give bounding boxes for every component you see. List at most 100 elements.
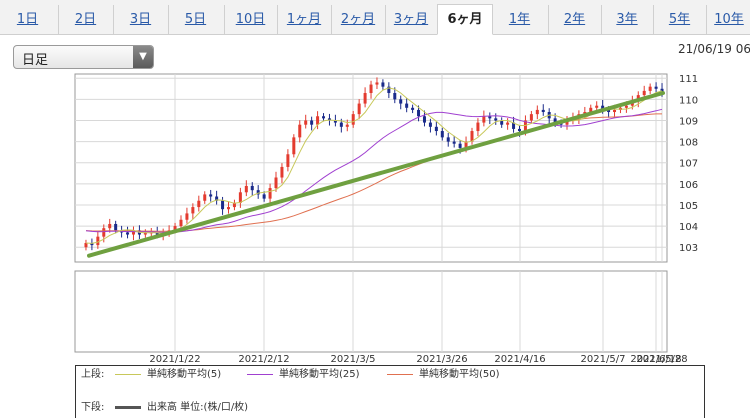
candle-body (458, 143, 462, 148)
period-tabs: 1日 2日 3日 5日 10日 1ヶ月 2ヶ月 3ヶ月 6ヶ月 1年 2年 3年 5年 10年 (0, 0, 750, 35)
candle-body (411, 107, 415, 110)
legend-lower-label: 下段: (81, 402, 105, 413)
candle-body (595, 105, 599, 108)
legend-ma25-swatch (247, 373, 273, 375)
x-tick-label: 2021/2/12 (238, 354, 289, 365)
chevron-down-icon[interactable]: ▼ (133, 46, 153, 68)
candle-body (316, 116, 320, 125)
candle-body (529, 114, 533, 121)
legend-upper-row: 上段: 単純移動平均(5) 単純移動平均(25) 単純移動平均(50) (81, 368, 681, 382)
candle-body (363, 93, 367, 104)
x-tick-label: 2021/3/26 (416, 354, 467, 365)
y-tick-label: 108 (679, 138, 698, 149)
candle-body (405, 103, 409, 108)
tab-10[interactable]: 1年 (508, 12, 531, 27)
legend-ma50: 単純移動平均(50) (387, 368, 500, 382)
candle-body (345, 124, 349, 127)
candle-body (322, 116, 326, 119)
candle-body (114, 223, 118, 231)
legend-volume-label: 出来高 単位:(株/口/枚) (147, 402, 249, 413)
candle-body (215, 196, 219, 201)
candle-body (518, 128, 521, 132)
y-tick-label: 107 (679, 159, 698, 170)
period-select[interactable]: 日足 ▼ (13, 45, 154, 69)
candle-body (660, 88, 664, 94)
tab-2[interactable]: 2日 (58, 5, 112, 34)
candle-body (381, 82, 385, 87)
candle-body (250, 185, 254, 191)
candle-body (143, 232, 147, 235)
candle-body (185, 213, 189, 220)
candle-body (393, 93, 397, 100)
legend-ma5-label: 単純移動平均(5) (147, 369, 222, 380)
candle-body (369, 84, 373, 94)
x-tick-label: 2021/5/28 (636, 354, 687, 365)
tab-12[interactable]: 3年 (601, 5, 652, 34)
candle-body (280, 166, 284, 178)
candle-body (417, 109, 421, 117)
legend-ma50-swatch (387, 373, 413, 375)
candle-body (238, 192, 242, 203)
legend-ma5-swatch (115, 373, 141, 375)
legend-volume-swatch (115, 405, 141, 409)
tab-6[interactable]: 1ヶ月 (277, 5, 330, 34)
candle-body (589, 107, 593, 113)
x-tick-label: 2021/6/18 (630, 354, 681, 365)
candle-body (84, 242, 88, 248)
y-tick-label: 109 (679, 116, 698, 127)
candle-body (351, 114, 355, 125)
legend: 上段: 単純移動平均(5) 単純移動平均(25) 単純移動平均(50) 下段: … (75, 365, 705, 418)
tab-9[interactable]: 6ヶ月 (437, 4, 493, 35)
period-select-value: 日足 (22, 53, 49, 68)
candle-body (601, 105, 605, 110)
candle-body (375, 82, 379, 85)
candle-body (506, 122, 510, 125)
volume-panel (74, 270, 668, 353)
candle-body (357, 103, 361, 115)
candle-body (387, 86, 391, 94)
candle-body (327, 118, 331, 121)
y-tick-label: 106 (679, 180, 698, 191)
candle-body (583, 112, 587, 115)
tab-1[interactable]: 1日 (16, 12, 39, 27)
tab-3[interactable]: 3日 (113, 5, 167, 34)
candle-body (298, 124, 302, 138)
y-tick-label: 110 (679, 95, 698, 106)
candle-body (494, 118, 498, 121)
tab-8[interactable]: 3ヶ月 (385, 5, 436, 34)
candle-body (654, 86, 658, 89)
y-tick-label: 111 (679, 74, 698, 85)
candle-body (227, 207, 230, 210)
candle-body (470, 131, 474, 142)
candle-body (179, 219, 183, 227)
tab-7[interactable]: 2ヶ月 (331, 5, 384, 34)
candle-body (541, 109, 545, 113)
legend-ma5: 単純移動平均(5) (115, 368, 221, 382)
tab-13[interactable]: 5年 (653, 5, 705, 34)
candle-body (512, 122, 516, 129)
candle-body (102, 228, 106, 237)
timestamp: 21/06/19 06:0 (678, 42, 750, 56)
tab-4[interactable]: 5日 (168, 5, 222, 34)
candle-body (333, 120, 337, 123)
tab-5[interactable]: 10日 (224, 5, 276, 34)
trendline (87, 91, 665, 258)
candle-body (232, 202, 236, 208)
candle-body (535, 109, 539, 115)
candle-body (464, 141, 468, 148)
candle-body (96, 236, 100, 246)
candle-body (131, 230, 135, 235)
candle-body (209, 194, 213, 197)
candle-body (203, 194, 207, 201)
candle-body (434, 126, 438, 132)
candle-body (476, 122, 480, 132)
candle-body (339, 122, 343, 127)
candle-body (446, 137, 450, 142)
tab-11[interactable]: 2年 (548, 5, 600, 34)
tab-14[interactable]: 10年 (706, 5, 750, 34)
x-tick-label: 2021/4/16 (494, 354, 545, 365)
candle-body (648, 86, 652, 91)
legend-ma25-label: 単純移動平均(25) (279, 369, 360, 380)
y-tick-label: 103 (679, 243, 698, 254)
candle-body (553, 118, 557, 123)
